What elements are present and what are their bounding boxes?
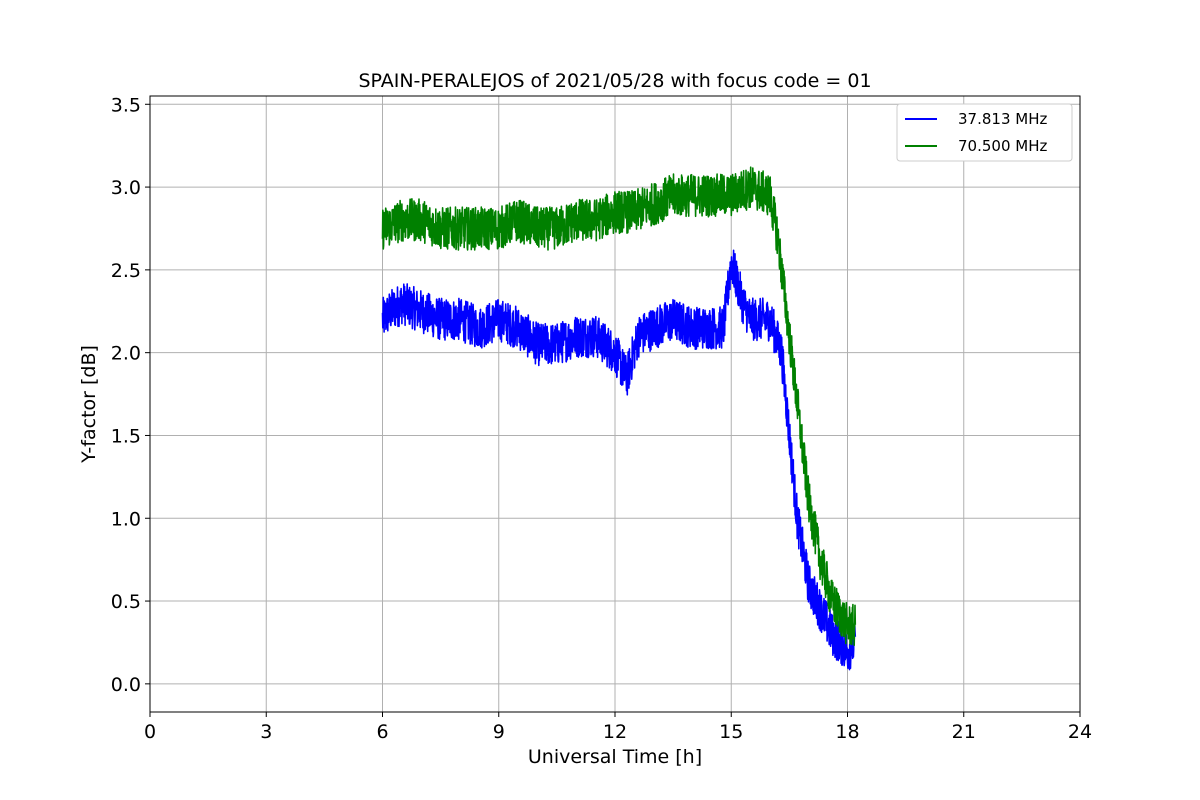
x-tick-label: 0 [144,721,156,743]
x-tick-label: 6 [376,721,388,743]
ticks: 0 3 6 9 12 15 18 21 24 0.0 0.5 1.0 1.5 2.0 2.5 3.0 3.5 [111,94,1092,743]
y-tick-label: 1.0 [111,508,141,530]
legend-label-37-813-mhz: 37.813 MHz [958,110,1047,128]
y-tick-label: 0.0 [111,674,141,696]
x-tick-label: 15 [719,721,743,743]
legend-label-70-500-mhz: 70.500 MHz [958,137,1047,155]
x-tick-label: 12 [603,721,627,743]
y-tick-label: 3.5 [111,94,141,116]
series-line-1 [381,166,857,646]
x-tick-label: 9 [493,721,505,743]
x-tick-label: 18 [835,721,859,743]
y-tick-label: 2.5 [111,260,141,282]
legend-box [896,103,1073,162]
x-tick-label: 21 [952,721,976,743]
x-tick-label: 3 [260,721,272,743]
series-line-0 [381,249,857,671]
series-layer [381,166,857,671]
y-tick-label: 0.5 [111,591,141,613]
y-axis-label: Y-factor [dB] [78,345,100,464]
legend: 37.813 MHz 70.500 MHz [896,103,1073,162]
y-tick-label: 3.0 [111,177,141,199]
y-tick-label: 1.5 [111,425,141,447]
x-axis-label: Universal Time [h] [528,746,702,768]
x-tick-label: 24 [1068,721,1092,743]
chart-title: SPAIN-PERALEJOS of 2021/05/28 with focus… [358,70,871,92]
y-tick-label: 2.0 [111,343,141,365]
